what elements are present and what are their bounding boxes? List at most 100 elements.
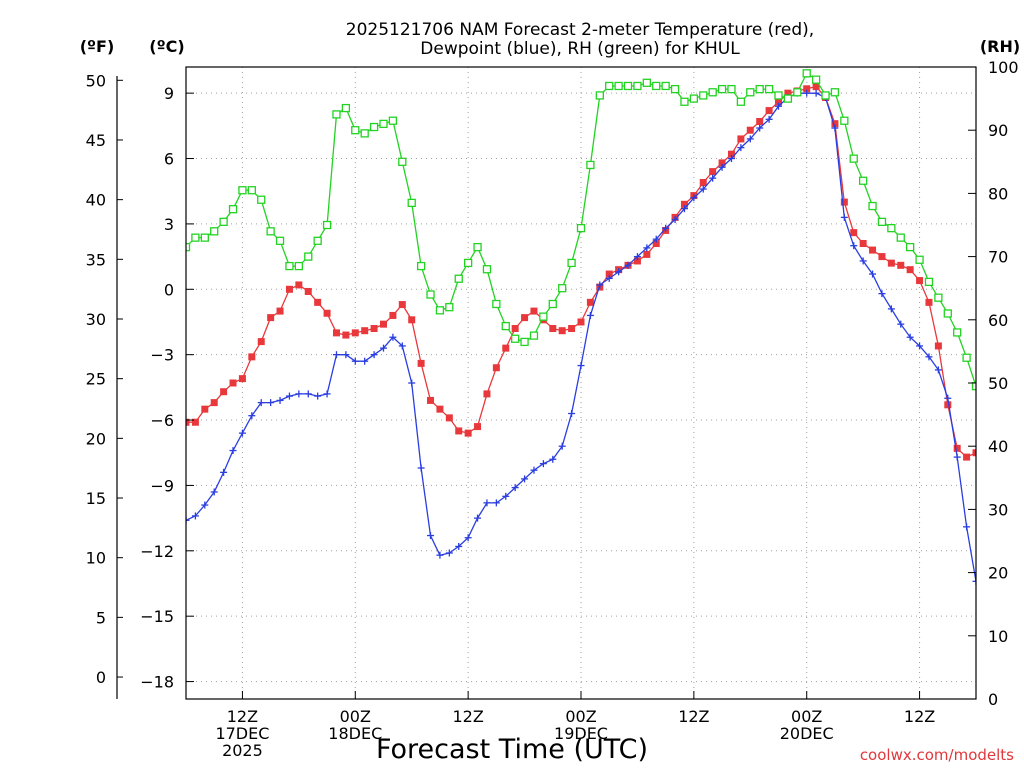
- rh-point: [708, 88, 717, 97]
- rh-point: [934, 293, 943, 302]
- temperature-point: [314, 298, 322, 306]
- dewpoint-point: [671, 216, 679, 224]
- temperature-point: [765, 107, 773, 115]
- dewpoint-point: [944, 394, 952, 402]
- rh-point: [322, 220, 332, 230]
- temperature-point: [492, 364, 500, 372]
- dewpoint-point: [398, 342, 406, 350]
- temperature-point: [351, 329, 359, 337]
- dewpoint-point: [652, 235, 660, 243]
- dewpoint-point: [191, 512, 199, 520]
- chart-title-line1: 2025121706 NAM Forecast 2-meter Temperat…: [346, 20, 814, 40]
- x-tick-label: 2025: [222, 741, 263, 760]
- temperature-point: [342, 331, 350, 339]
- temperature-point: [502, 344, 510, 352]
- rh-point: [877, 217, 887, 226]
- dewpoint-point: [342, 351, 350, 359]
- temperature-point: [568, 325, 576, 333]
- rh-point: [482, 265, 492, 274]
- rh-point: [520, 337, 529, 347]
- temperature-point: [191, 418, 199, 426]
- temperature-point: [248, 353, 256, 361]
- celsius-tick-label: 9: [164, 84, 174, 103]
- dewpoint-point: [690, 194, 698, 202]
- rh-point: [962, 353, 971, 362]
- dewpoint-point: [803, 89, 811, 97]
- dewpoint-point: [257, 399, 265, 407]
- rh-point: [906, 242, 915, 252]
- rh-tick-label: 30: [988, 500, 1008, 519]
- dewpoint-point: [210, 488, 218, 496]
- temperature-point: [1001, 419, 1008, 426]
- rh-point: [746, 88, 755, 97]
- dewpoint-point: [897, 320, 905, 328]
- rh-point: [200, 233, 209, 242]
- temperature-point: [558, 327, 566, 335]
- dewpoint-point: [878, 290, 886, 298]
- rh-point: [595, 91, 604, 100]
- rh-point: [821, 91, 830, 100]
- dewpoint-point: [539, 460, 547, 468]
- rh-point: [849, 154, 858, 163]
- x-tick-label: 17DEC: [215, 724, 269, 743]
- temperature-point: [304, 287, 312, 295]
- dewpoint-point: [568, 410, 576, 418]
- temperature-point: [398, 301, 406, 309]
- dewpoint-point: [238, 429, 246, 437]
- dewpoint-point: [972, 577, 976, 585]
- temperature-point: [577, 318, 585, 326]
- dewpoint-point: [492, 499, 500, 507]
- dewpoint-point: [380, 344, 387, 352]
- dewpoint-point: [248, 412, 256, 420]
- rh-point: [473, 242, 482, 252]
- celsius-tick-label: 3: [164, 215, 174, 234]
- dewpoint-point: [869, 270, 877, 278]
- temperature-point: [436, 405, 444, 413]
- temperature-point: [925, 298, 933, 306]
- rh-point: [379, 119, 388, 129]
- dewpoint-point: [633, 253, 641, 261]
- x-tick-label: 00Z: [791, 707, 822, 726]
- x-axis-label: Forecast Time (UTC): [376, 734, 648, 765]
- temperature-point: [887, 259, 895, 267]
- rh-point: [896, 233, 905, 242]
- rh-point: [463, 258, 473, 268]
- temperature-point: [699, 179, 707, 187]
- rh-line: [186, 72, 976, 389]
- dewpoint-point: [737, 144, 745, 152]
- rh-point: [699, 91, 708, 100]
- dewpoint-point: [464, 534, 472, 542]
- temperature-point: [953, 444, 961, 452]
- temperature-point: [878, 253, 886, 261]
- temperature-point: [972, 449, 976, 457]
- chart-series: [186, 69, 1017, 663]
- rh-point: [558, 284, 567, 293]
- temperature-point: [464, 429, 472, 437]
- temperature-point: [709, 168, 717, 176]
- temperature-point: [455, 427, 463, 435]
- dewpoint-point: [417, 464, 425, 472]
- temperature-point: [380, 320, 387, 328]
- dewpoint-point: [1010, 656, 1017, 663]
- temperature-point: [276, 307, 284, 315]
- rh-point: [416, 261, 426, 271]
- fahrenheit-tick-label: 40: [86, 191, 106, 210]
- rh-point: [840, 116, 849, 125]
- dewpoint-point: [201, 501, 209, 509]
- x-tick-label: 12Z: [452, 707, 483, 726]
- rh-tick-label: 90: [988, 121, 1008, 140]
- dewpoint-point: [389, 333, 397, 341]
- fahrenheit-tick-label: 35: [86, 250, 106, 269]
- temperature-point: [840, 198, 848, 206]
- dewpoint-point: [474, 514, 482, 522]
- temperature-point: [511, 325, 519, 333]
- rh-tick-label: 0: [988, 690, 998, 709]
- temperature-point: [549, 325, 557, 333]
- rh-point: [689, 94, 699, 103]
- x-tick-label: 00Z: [565, 707, 596, 726]
- rh-point: [186, 242, 191, 252]
- dewpoint-point: [615, 268, 623, 276]
- temperature-point: [361, 327, 369, 335]
- chart-tick-labels: 9630−3−6−9−12−15−1812Z17DEC202500Z18DEC1…: [86, 58, 1019, 760]
- temperature-point: [332, 329, 340, 337]
